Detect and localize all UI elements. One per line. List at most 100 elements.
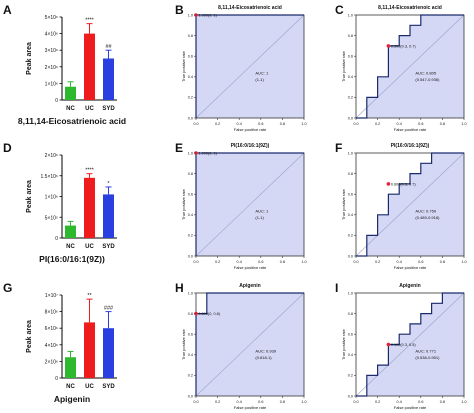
auc-label: AUC: 0.750: [415, 209, 436, 214]
reference-diagonal: [355, 292, 465, 397]
y-tick-label: 0.6: [188, 193, 193, 197]
y-tick-label: 1.0: [348, 13, 353, 17]
x-tick-label: 0.4: [397, 260, 402, 264]
x-tick-label: 1.0: [301, 400, 306, 404]
y-tick-label: 0.4: [188, 353, 193, 357]
x-axis-label: False positive rate: [234, 127, 267, 132]
y-axis-label: True positive rate: [341, 188, 346, 220]
y-tick-label: 1.0: [348, 291, 353, 295]
y-tick-label: 0.8: [348, 312, 353, 316]
y-tick-label: 0.2: [348, 374, 353, 378]
y-tick-label: 4×10⁶: [45, 32, 58, 38]
panel-letter-c: C: [335, 3, 344, 17]
y-tick-label: 0.0: [188, 254, 193, 258]
threshold-point: [386, 342, 391, 347]
auc-ci-label: (1-1): [255, 77, 264, 82]
x-tick-label: 0.6: [258, 122, 263, 126]
x-tick-label: 1.0: [461, 260, 466, 264]
x-tick-label: 0.8: [440, 122, 445, 126]
auc-ci-label: (0.538-0.951): [415, 355, 440, 360]
reference-diagonal: [195, 14, 305, 119]
threshold-label: 0.600(0.3, 0.7): [391, 182, 416, 186]
y-tick-label: 0.2: [348, 96, 353, 100]
roc-title: Apigenin: [239, 283, 260, 289]
y-axis-label: True positive rate: [181, 188, 186, 220]
y-tick-label: 0.0: [188, 394, 193, 398]
bar-uc: [84, 177, 95, 238]
x-axis-label: False positive rate: [234, 405, 267, 410]
y-tick-label: 5×10⁵: [45, 215, 58, 221]
y-tick-label: 0.2: [188, 374, 193, 378]
threshold-label: 0.500(0, 0.8): [199, 312, 221, 316]
bar-nc: [65, 357, 76, 378]
roc-title: PI(16:0/16:1(9Z)): [231, 143, 270, 149]
y-axis-label: True positive rate: [341, 50, 346, 82]
auc-label: AUC: 1: [255, 71, 269, 76]
y-axis-label: True positive rate: [181, 50, 186, 82]
auc-label: AUC: 1: [255, 209, 269, 214]
reference-diagonal: [195, 152, 305, 257]
auc-ci-label: (1-1): [255, 215, 264, 220]
y-tick-label: 0.0: [188, 116, 193, 120]
x-tick-label: 1.0: [461, 122, 466, 126]
plot-frame: [355, 292, 465, 397]
category-label: SYD: [102, 106, 115, 112]
auc-label: AUC: 0.939: [255, 349, 276, 354]
significance-label: ****: [85, 18, 94, 24]
y-axis-label: Peak area: [26, 320, 33, 353]
plot-frame: [355, 14, 465, 119]
y-tick-label: 2×10⁶: [45, 153, 58, 159]
roc-chart-h: Apigenin 0.500(0, 0.8) AUC: 0.939(0.818-1)…: [181, 283, 307, 410]
bar-nc: [65, 86, 76, 100]
y-tick-label: 1.0: [348, 151, 353, 155]
y-tick-label: 0.2: [188, 234, 193, 238]
x-tick-label: 1.0: [461, 400, 466, 404]
y-tick-label: 0.4: [188, 75, 193, 79]
significance-label: **: [87, 293, 92, 299]
reference-diagonal: [355, 152, 465, 257]
panel-letter-g: G: [3, 281, 12, 295]
y-tick-label: 0.0: [348, 116, 353, 120]
x-tick-label: 0.4: [237, 122, 242, 126]
y-tick-label: 8×10⁶: [45, 310, 58, 316]
bar-chart-d: 0 5×10⁵ 1×10⁶ 1.5×10⁶ 2×10⁶ Peak area NC **** UC…: [26, 153, 117, 264]
x-tick-label: 0.6: [258, 260, 263, 264]
y-tick-label: 0.4: [348, 353, 353, 357]
y-axis-label: Peak area: [26, 180, 33, 213]
bar-chart-g: 0 2×10⁶ 4×10⁶ 6×10⁶ 8×10⁶ 1×10⁷ Peak area NC ** U…: [26, 293, 117, 404]
x-tick-label: 0.2: [215, 260, 220, 264]
y-tick-label: 0.4: [348, 213, 353, 217]
y-axis-label: True positive rate: [181, 328, 186, 360]
bar-nc: [65, 225, 76, 238]
significance-label: ##: [105, 44, 112, 50]
panel-letter-a: A: [3, 3, 12, 17]
bar-chart-a: 0 1×10⁶ 2×10⁶ 3×10⁶ 4×10⁶ 5×10⁶ Peak area NC ***…: [18, 15, 126, 126]
y-tick-label: 0.0: [348, 394, 353, 398]
x-tick-label: 0.2: [375, 260, 380, 264]
x-tick-label: 0.8: [280, 122, 285, 126]
category-label: SYD: [102, 244, 115, 250]
roc-title: 8,11,14-Eicosatrienoic acid: [218, 5, 282, 11]
y-tick-label: 1×10⁷: [45, 293, 58, 299]
x-tick-label: 0.6: [418, 400, 423, 404]
x-axis-label: False positive rate: [394, 405, 427, 410]
bar-syd: [103, 194, 114, 238]
category-label: NC: [66, 106, 75, 112]
x-tick-label: 0.2: [375, 400, 380, 404]
y-tick-label: 0.4: [348, 75, 353, 79]
x-tick-label: 0.4: [237, 400, 242, 404]
panel-letter-e: E: [175, 141, 183, 155]
panel-letter-f: F: [335, 141, 342, 155]
auc-label: AUC: 0.805: [415, 71, 436, 76]
threshold-label: 1.000(0, 1): [199, 14, 218, 18]
significance-label: ****: [85, 168, 94, 174]
threshold-point: [386, 182, 391, 186]
y-tick-label: 0.8: [188, 34, 193, 38]
bar-uc: [84, 322, 95, 378]
x-tick-label: 0.2: [215, 400, 220, 404]
y-tick-label: 1.5×10⁶: [41, 174, 59, 180]
x-tick-label: 0.6: [258, 400, 263, 404]
roc-title: PI(16:0/16:1(9Z)): [391, 143, 430, 149]
significance-label: *: [107, 181, 110, 187]
